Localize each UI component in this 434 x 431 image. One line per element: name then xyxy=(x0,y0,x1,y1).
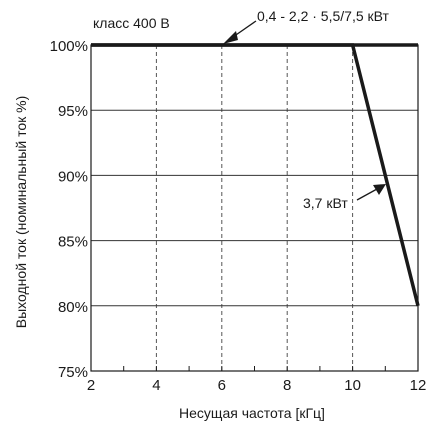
x-tick-label: 8 xyxy=(283,377,291,394)
y-tick-label: 100% xyxy=(50,38,88,55)
annotation-small-power-text: 0,4 - 2,2 · 5,5/7,5 кВт xyxy=(257,8,390,24)
x-tick-label: 6 xyxy=(218,377,226,394)
y-tick-label: 85% xyxy=(58,234,88,251)
x-tick-label: 4 xyxy=(152,377,160,394)
x-tick-label: 10 xyxy=(344,377,361,394)
y-tick-label: 95% xyxy=(58,103,88,120)
annotation-3-7kw-arrowhead xyxy=(373,184,386,195)
series-line-1 xyxy=(91,43,420,307)
y-tick-label: 80% xyxy=(58,299,88,316)
minor-ticks xyxy=(90,366,419,371)
annotation-3-7kw: 3,7 кВт xyxy=(303,184,386,211)
x-axis-label: Несущая частота [кГц] xyxy=(179,405,325,421)
y-tick-label: 75% xyxy=(58,364,88,381)
tick-labels: 2 4 6 8 10 12 75% 80% 85% 90% 95% 100% xyxy=(50,38,427,394)
annotation-3-7kw-text: 3,7 кВт xyxy=(303,195,348,211)
y-tick-label: 90% xyxy=(58,168,88,185)
grid xyxy=(91,45,418,371)
annotation-3-7kw-leader xyxy=(356,188,378,201)
y-axis-label: Выходной ток (номинальный ток %) xyxy=(13,96,29,328)
x-tick-label: 2 xyxy=(87,377,95,394)
x-tick-label: 12 xyxy=(410,377,427,394)
plot-frame xyxy=(90,44,419,372)
annotation-small-power-arrowhead xyxy=(223,31,238,44)
series-layer xyxy=(91,43,420,307)
annotation-small-power: 0,4 - 2,2 · 5,5/7,5 кВт xyxy=(223,8,390,44)
annotation-small-power-leader xyxy=(232,20,257,38)
annotation-class-label: класс 400 В xyxy=(93,15,170,31)
